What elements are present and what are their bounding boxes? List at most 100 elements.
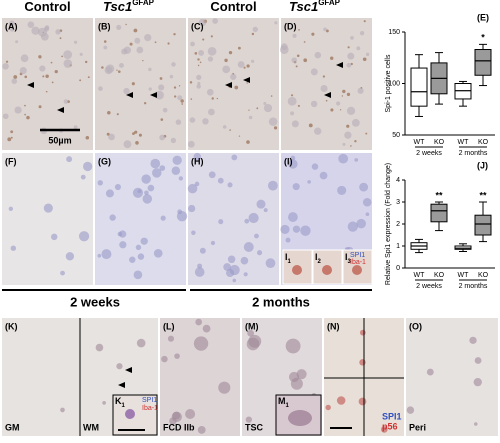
arrowhead (324, 92, 331, 98)
header-text: Tsc1 (289, 0, 318, 14)
cell (246, 140, 250, 144)
cell (347, 46, 350, 49)
arrowhead (126, 92, 133, 98)
cell (243, 272, 248, 277)
cell (263, 103, 273, 113)
cell (357, 87, 364, 94)
inset-sub: 2 (318, 259, 322, 265)
cell (187, 183, 198, 194)
label: KO (478, 272, 489, 279)
inset-letter: I (285, 252, 288, 262)
label: SPI1 (382, 411, 402, 421)
cell (194, 267, 205, 277)
cell (198, 18, 207, 27)
label: 2 months (252, 294, 310, 309)
cell (297, 104, 300, 107)
arrowhead (150, 92, 157, 98)
label: GM (5, 422, 20, 432)
inset-label: I3 (345, 252, 352, 264)
label: Peri (409, 422, 426, 432)
cell (254, 233, 259, 239)
cell (347, 221, 358, 232)
cell (311, 32, 315, 36)
cell (185, 408, 196, 419)
cell (365, 132, 368, 135)
cell (175, 119, 182, 125)
cell (135, 244, 142, 251)
label: FCD IIb (163, 422, 195, 432)
label: 2 (396, 221, 400, 228)
cell (107, 111, 111, 115)
label: TSC (245, 422, 264, 432)
cell (129, 42, 133, 46)
cell (311, 163, 319, 170)
label: 50 (392, 132, 400, 139)
cell (319, 171, 328, 180)
label: * (481, 33, 485, 43)
label: WT (458, 139, 470, 146)
cell (197, 425, 206, 434)
label: SPI1 (142, 397, 157, 404)
cell (97, 180, 103, 186)
cell (167, 42, 170, 45)
cell (144, 102, 147, 105)
cell (45, 74, 49, 79)
cell (330, 108, 334, 112)
cell (210, 35, 213, 38)
cell (202, 38, 205, 41)
cell (141, 174, 151, 184)
cell (26, 115, 30, 120)
cell (119, 62, 124, 68)
cell (298, 29, 300, 31)
cell (473, 377, 482, 387)
cell (158, 84, 165, 91)
cell (356, 218, 366, 229)
cell (227, 255, 236, 264)
cell (140, 237, 148, 245)
cell (73, 125, 78, 130)
cell (136, 46, 144, 54)
cell (121, 48, 128, 55)
cell (218, 219, 224, 225)
cell (43, 26, 50, 32)
cell (197, 58, 200, 61)
label: KO (478, 139, 489, 146)
label: ** (435, 190, 443, 200)
label: KO (434, 272, 445, 279)
cell (341, 95, 344, 97)
cell (346, 92, 351, 97)
inset-sub: 1 (122, 403, 126, 409)
cell (84, 60, 88, 64)
cell (248, 334, 262, 348)
cell (363, 20, 366, 23)
cell (346, 106, 356, 115)
cell (243, 66, 246, 69)
label: Iba-1 (350, 259, 366, 266)
cell (98, 86, 103, 91)
cell (474, 357, 482, 364)
cell (208, 171, 216, 179)
cell (66, 156, 73, 163)
cell (85, 136, 90, 140)
cell (116, 69, 118, 71)
label: (L) (163, 321, 175, 331)
cell (134, 37, 141, 44)
inset-label: I2 (315, 252, 322, 264)
cell (160, 215, 166, 221)
cell (103, 45, 108, 50)
cell (188, 204, 196, 213)
cell (267, 180, 278, 191)
box (474, 214, 492, 236)
cell (114, 183, 121, 191)
label: 0 (396, 265, 400, 272)
cell (350, 145, 352, 147)
cell (288, 159, 298, 169)
cell (162, 107, 168, 113)
cell (247, 329, 255, 337)
cell (279, 45, 289, 54)
cell (144, 33, 152, 42)
cell (123, 140, 132, 149)
label: 150 (388, 29, 400, 36)
cell (245, 416, 252, 423)
label: 2 months (459, 150, 488, 157)
